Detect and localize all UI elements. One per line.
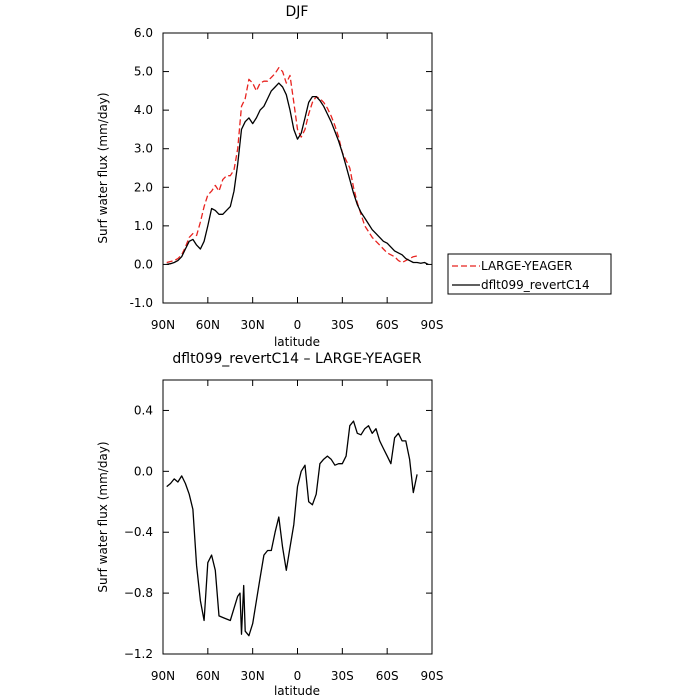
bottom-xtick-label: 60N: [196, 669, 220, 683]
bottom-chart-title: dflt099_revertC14 – LARGE-YEAGER: [172, 351, 422, 367]
legend-label-large-yeager: LARGE-YEAGER: [481, 259, 572, 273]
bottom-xtick-label: 0: [294, 669, 302, 683]
bottom-ytick-label: 0.4: [134, 403, 153, 417]
top-ytick-label: 3.0: [134, 142, 153, 156]
top-ytick-label: 2.0: [134, 180, 153, 194]
bottom-series-line-0: [166, 420, 418, 637]
top-xtick-label: 90S: [421, 318, 444, 332]
legend-label-dflt099: dflt099_revertC14: [481, 278, 590, 292]
top-xtick-label: 60S: [376, 318, 399, 332]
top-xtick-label: 30S: [331, 318, 354, 332]
top-ytick-label: 6.0: [134, 26, 153, 40]
top-ytick-label: 5.0: [134, 65, 153, 79]
top-chart-title: DJF: [286, 4, 309, 20]
top-chart-panel: DJF -1.0 0.0 1.0 2.0 3.0 4.0 5.0 6.0 90N 60N 30N 0…: [96, 4, 443, 349]
bottom-plot-frame: [162, 379, 433, 655]
bottom-y-axis-label: Surf water flux (mm/day): [96, 441, 110, 592]
bottom-ytick-label: −0.4: [124, 525, 153, 539]
top-y-axis-label: Surf water flux (mm/day): [96, 92, 110, 243]
top-xtick-label: 90N: [151, 318, 175, 332]
top-plot-frame: [162, 32, 433, 304]
bottom-xtick-label: 30N: [241, 669, 265, 683]
bottom-xtick-label: 90N: [151, 669, 175, 683]
bottom-x-axis-label: latitude: [274, 684, 320, 698]
top-series-line-0: [166, 67, 418, 264]
bottom-ytick-label: −0.8: [124, 586, 153, 600]
top-series-line-1: [166, 82, 429, 266]
top-ytick-label: -1.0: [130, 296, 153, 310]
legend-box: [447, 253, 612, 295]
bottom-ytick-label: −1.2: [124, 647, 153, 661]
bottom-xtick-label: 90S: [421, 669, 444, 683]
bottom-chart-panel: dflt099_revertC14 – LARGE-YEAGER −1.2 −0.…: [96, 351, 443, 698]
bottom-xtick-label: 60S: [376, 669, 399, 683]
top-ytick-label: 4.0: [134, 103, 153, 117]
bottom-ytick-label: 0.0: [134, 464, 153, 478]
top-x-axis-label: latitude: [274, 335, 320, 349]
top-ytick-label: 1.0: [134, 219, 153, 233]
legend: LARGE-YEAGER dflt099_revertC14: [447, 253, 612, 295]
bottom-xtick-label: 30S: [331, 669, 354, 683]
top-xtick-label: 30N: [241, 318, 265, 332]
top-xtick-label: 60N: [196, 318, 220, 332]
top-xtick-label: 0: [294, 318, 302, 332]
top-ytick-label: 0.0: [134, 257, 153, 271]
